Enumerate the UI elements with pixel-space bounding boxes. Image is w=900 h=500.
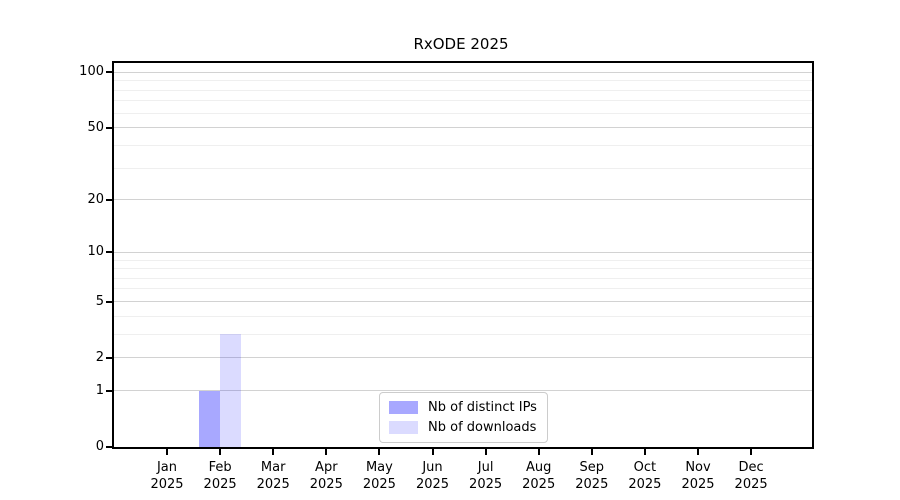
x-tick-label: Mar 2025 xyxy=(233,459,313,493)
gridline-minor xyxy=(114,277,812,279)
x-tick-label: Jan 2025 xyxy=(127,459,207,493)
gridline-major xyxy=(114,357,812,359)
x-tick-year: 2025 xyxy=(469,477,503,492)
x-tick-year: 2025 xyxy=(309,477,343,492)
y-tick xyxy=(106,71,112,74)
gridline-minor xyxy=(114,315,812,317)
x-tick-month: Apr xyxy=(315,460,338,475)
x-tick-month: Oct xyxy=(633,460,657,475)
gridline-minor xyxy=(114,112,812,114)
x-tick-year: 2025 xyxy=(415,477,450,492)
bar-downloads xyxy=(220,334,242,447)
y-tick xyxy=(106,198,112,201)
plot-area: 0 1 2 5 10 20 50 100 Jan 2025 Feb 2025 Mar 2025 Apr 202… xyxy=(79,61,814,492)
y-tick-label: 1 xyxy=(95,382,104,398)
gridline-major xyxy=(114,199,812,201)
y-tick-label: 10 xyxy=(87,244,104,260)
x-tick-label: Jul 2025 xyxy=(446,459,526,493)
y-tick xyxy=(106,446,112,448)
x-tick-year: 2025 xyxy=(522,477,556,492)
x-tick-month: Jan xyxy=(156,460,178,475)
legend-label-downloads: Nb of downloads xyxy=(428,420,537,435)
gridline-minor xyxy=(114,333,812,335)
x-tick xyxy=(431,449,434,455)
x-tick-month: Dec xyxy=(738,460,764,475)
y-tick-label: 5 xyxy=(95,293,104,309)
x-tick-label: Dec 2025 xyxy=(711,459,791,493)
legend-item-downloads: Nb of downloads xyxy=(389,420,537,435)
gridline-minor xyxy=(114,288,812,290)
x-tick xyxy=(219,449,222,455)
y-tick-label: 50 xyxy=(87,119,104,135)
x-tick-label: Apr 2025 xyxy=(286,459,366,493)
gridline-major xyxy=(114,251,812,253)
x-tick xyxy=(325,449,328,455)
x-tick-month: Aug xyxy=(525,460,552,475)
x-tick-year: 2025 xyxy=(734,477,768,492)
x-tick xyxy=(643,449,646,455)
y-tick xyxy=(106,126,112,129)
y-tick xyxy=(106,356,112,359)
legend-item-distinct-ips: Nb of distinct IPs xyxy=(389,400,537,415)
x-tick-month: Jun xyxy=(422,460,443,475)
y-tick-label: 100 xyxy=(79,64,104,80)
x-tick-month: Nov xyxy=(685,460,711,475)
gridline-minor xyxy=(114,268,812,270)
x-tick xyxy=(750,449,753,455)
x-tick-year: 2025 xyxy=(628,477,662,492)
x-tick-label: Nov 2025 xyxy=(658,459,738,493)
x-tick-year: 2025 xyxy=(575,477,609,492)
x-tick-label: Oct 2025 xyxy=(605,459,685,493)
y-tick-label: 20 xyxy=(87,191,104,207)
gridline-minor xyxy=(114,100,812,102)
x-tick-year: 2025 xyxy=(362,477,396,492)
x-tick-month: Sep xyxy=(579,460,605,475)
x-tick-year: 2025 xyxy=(150,477,184,492)
x-tick xyxy=(590,449,593,455)
legend: Nb of distinct IPs Nb of downloads xyxy=(379,392,548,443)
y-tick xyxy=(106,389,112,392)
y-tick xyxy=(106,300,112,303)
gridline-major xyxy=(114,301,812,302)
bar-distinct-ips xyxy=(199,390,221,447)
x-tick-month: Jul xyxy=(477,460,494,475)
x-tick-label: May 2025 xyxy=(339,459,419,493)
gridline-minor xyxy=(114,167,812,169)
gridline-minor xyxy=(114,259,812,261)
y-tick xyxy=(106,251,112,254)
x-tick-label: Sep 2025 xyxy=(552,459,632,493)
gridline-major xyxy=(114,127,812,129)
x-tick-year: 2025 xyxy=(256,477,290,492)
gridline-minor xyxy=(114,144,812,146)
y-tick-label: 2 xyxy=(95,349,104,365)
y-tick-label: 0 xyxy=(95,439,104,454)
x-tick-month: May xyxy=(365,460,393,475)
x-tick xyxy=(378,449,381,455)
legend-swatch-distinct-ips xyxy=(389,401,418,414)
gridline-minor xyxy=(114,89,812,91)
x-tick-year: 2025 xyxy=(681,477,715,492)
x-tick xyxy=(166,449,168,455)
gridline-major xyxy=(114,71,812,73)
x-tick-label: Jun 2025 xyxy=(393,459,473,493)
x-tick-month: Feb xyxy=(208,460,232,475)
chart-title: RxODE 2025 xyxy=(413,35,509,53)
gridline-minor xyxy=(114,80,812,82)
x-tick xyxy=(484,449,487,455)
legend-swatch-downloads xyxy=(389,421,418,434)
x-tick-label: Feb 2025 xyxy=(180,459,260,493)
legend-label-distinct-ips: Nb of distinct IPs xyxy=(428,400,537,415)
x-tick xyxy=(697,449,699,455)
x-tick-label: Aug 2025 xyxy=(499,459,579,493)
x-tick xyxy=(272,449,275,455)
x-tick-year: 2025 xyxy=(203,477,237,492)
x-tick-month: Mar xyxy=(260,460,286,475)
x-tick xyxy=(537,449,540,455)
gridline-major xyxy=(114,390,812,392)
